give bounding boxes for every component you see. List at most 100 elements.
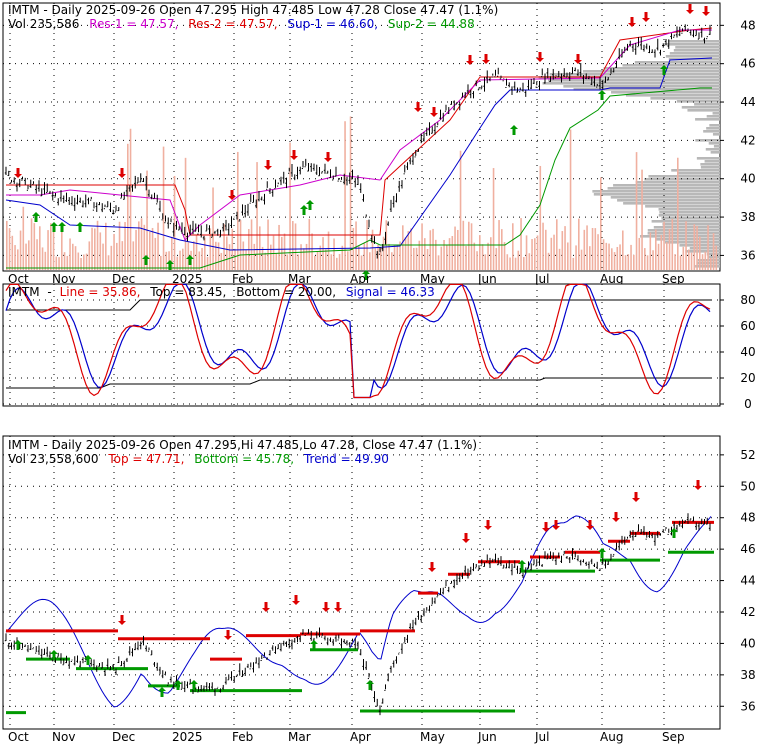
volume-bar bbox=[149, 231, 151, 270]
volume-bar bbox=[602, 239, 605, 270]
volume-bar bbox=[47, 230, 49, 270]
trend-title: IMTM - Daily 2025-09-26 Open 47.295,Hi 4… bbox=[8, 438, 477, 452]
volume-bar bbox=[88, 241, 91, 270]
volume-bar bbox=[330, 254, 333, 270]
profile-bar bbox=[622, 64, 720, 67]
sell-arrow bbox=[552, 520, 560, 530]
ytick-label: 40 bbox=[740, 636, 755, 650]
volume-bar bbox=[594, 228, 597, 270]
volume-bar bbox=[118, 221, 121, 270]
volume-bar bbox=[388, 243, 390, 270]
sell-arrow bbox=[224, 630, 232, 640]
volume-bar bbox=[652, 250, 654, 270]
profile-bar bbox=[705, 148, 720, 151]
volume-bar bbox=[30, 218, 33, 270]
volume-bar bbox=[80, 257, 82, 270]
xtick-label: Nov bbox=[52, 272, 75, 286]
sell-arrow bbox=[118, 168, 126, 178]
volume-bar bbox=[74, 246, 77, 270]
oscillator-panel-frame bbox=[2, 283, 721, 407]
volume-bar bbox=[542, 222, 544, 270]
volume-bar bbox=[682, 246, 685, 270]
volume-bar bbox=[707, 225, 709, 270]
profile-bar bbox=[676, 100, 720, 103]
volume-bar bbox=[550, 237, 553, 270]
volume-bar bbox=[110, 245, 113, 270]
volume-bar bbox=[36, 239, 38, 270]
volume-bar bbox=[85, 253, 88, 270]
volume-bar bbox=[443, 239, 445, 270]
volume-bar bbox=[264, 252, 267, 270]
volume-bar bbox=[457, 229, 459, 270]
buy-arrow bbox=[158, 687, 166, 697]
volume-bar bbox=[33, 223, 36, 270]
volume-bar bbox=[638, 237, 641, 270]
volume-bar bbox=[407, 231, 410, 270]
profile-bar bbox=[659, 211, 720, 214]
price-axis-ticks: 36 38 40 42 44 46 48 bbox=[720, 18, 756, 262]
sell-arrow bbox=[686, 4, 694, 14]
xtick-label: Apr bbox=[350, 730, 371, 744]
legend-top: Top = 83.45, bbox=[149, 285, 226, 299]
xtick-label: Sep bbox=[662, 272, 685, 286]
profile-bar bbox=[542, 82, 720, 85]
volume-bar bbox=[641, 169, 643, 270]
volume-bar bbox=[135, 229, 137, 270]
volume-bar bbox=[278, 224, 280, 270]
volume-bar bbox=[228, 244, 231, 270]
profile-bar bbox=[648, 175, 720, 178]
oscillator-grid bbox=[3, 284, 720, 406]
volume-bar bbox=[523, 257, 525, 270]
volume-bar bbox=[352, 227, 355, 270]
oscillator-line bbox=[5, 283, 711, 399]
profile-bar bbox=[689, 247, 720, 250]
volume-bar bbox=[410, 228, 412, 270]
trend-month-ticks: Oct Nov Dec 2025 Feb Mar Apr May Jun Jul Aug Sep bbox=[8, 730, 685, 744]
volume-bar bbox=[355, 221, 357, 270]
sell-arrow bbox=[264, 160, 272, 170]
sell-arrow bbox=[484, 520, 492, 530]
volume-bar bbox=[688, 249, 690, 270]
volume-bar bbox=[440, 246, 443, 270]
sell-arrow bbox=[118, 615, 126, 625]
volume-bar bbox=[91, 227, 93, 270]
volume-bar bbox=[286, 254, 289, 270]
volume-bar bbox=[237, 151, 239, 270]
buy-arrow bbox=[300, 205, 308, 215]
volume-bar bbox=[72, 243, 74, 270]
profile-bar bbox=[700, 163, 720, 166]
ytick-label: 44 bbox=[740, 95, 755, 109]
profile-bar bbox=[611, 91, 720, 94]
profile-bar bbox=[700, 166, 720, 169]
sell-arrow bbox=[430, 107, 438, 117]
volume-bar bbox=[303, 248, 305, 270]
volume-bar bbox=[187, 242, 190, 270]
profile-bar bbox=[592, 190, 720, 193]
profile-bar bbox=[658, 208, 720, 211]
volume-bar bbox=[712, 233, 715, 270]
volume-bar bbox=[432, 228, 434, 270]
volume-bar bbox=[204, 237, 206, 270]
volume-bar bbox=[283, 233, 286, 270]
volume-bar bbox=[39, 226, 41, 270]
volume-bar bbox=[102, 243, 104, 270]
legend-vol: Vol 23,558,600 bbox=[8, 452, 98, 466]
profile-bar bbox=[697, 259, 720, 262]
profile-bar bbox=[613, 184, 720, 187]
volume-bar bbox=[294, 223, 297, 270]
legend-trend: Trend = 49.90 bbox=[303, 452, 389, 466]
volume-bar bbox=[333, 238, 335, 270]
buy-arrow bbox=[58, 222, 66, 232]
volume-bar bbox=[209, 228, 212, 270]
volume-bar bbox=[231, 228, 234, 270]
ytick-label: 40 bbox=[740, 172, 755, 186]
volume-bar bbox=[61, 224, 63, 270]
profile-bar bbox=[673, 49, 720, 52]
ytick-label: 42 bbox=[740, 605, 755, 619]
xtick-label: Aug bbox=[600, 272, 623, 286]
xtick-label: Aug bbox=[600, 730, 623, 744]
volume-bar bbox=[146, 170, 148, 270]
profile-bar bbox=[694, 103, 720, 106]
volume-bar bbox=[347, 251, 349, 270]
buy-arrow bbox=[670, 528, 678, 538]
